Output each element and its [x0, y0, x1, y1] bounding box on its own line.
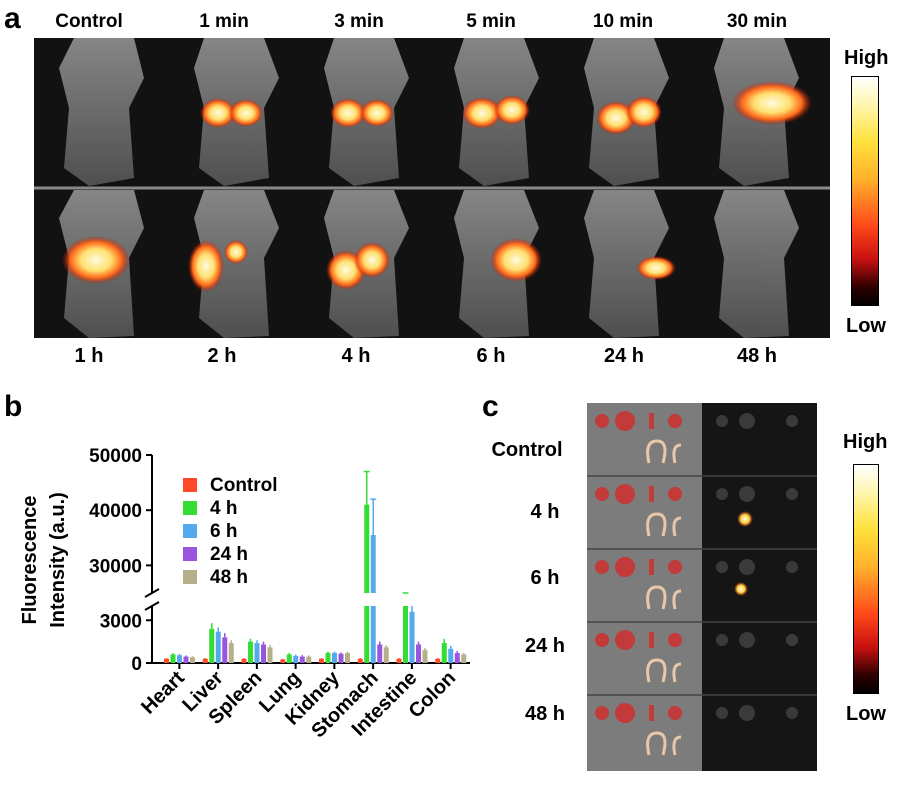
legend-label-6h: 6 h — [210, 521, 237, 542]
bar-liver-48h — [228, 643, 234, 663]
bar-lung-4h — [286, 654, 292, 663]
y-tick-label-lower-1: 3000 — [100, 611, 142, 632]
bar-kidney-control — [319, 658, 324, 663]
bar-lung-6h — [293, 655, 299, 663]
bar-colon-4h — [441, 643, 447, 663]
y-tick-label-upper-0: 30000 — [89, 556, 142, 577]
y-axis-label-line-1: Fluorescence — [19, 496, 41, 625]
bar-kidney-24h — [338, 653, 344, 663]
time-label-top-5: 10 min — [592, 11, 654, 32]
bar-lung-24h — [299, 656, 305, 663]
y-tick-label-upper-1: 40000 — [89, 501, 142, 522]
time-label-bottom-5: 24 h — [603, 345, 645, 367]
bar-intestine-48h — [422, 650, 428, 663]
bar-heart-4h — [170, 654, 176, 663]
ex-vivo-organ-images — [587, 403, 817, 771]
bar-intestine-24h — [416, 644, 421, 663]
bar-stomach-control — [357, 658, 363, 663]
panel-a-letter: a — [4, 2, 21, 35]
legend-swatch-control — [183, 478, 197, 492]
bar-heart-6h — [177, 655, 182, 663]
time-label-bottom-4: 6 h — [476, 345, 506, 367]
organ-row-label-5: 48 h — [524, 703, 566, 725]
time-label-top-1: Control — [55, 11, 123, 32]
legend-label-48h: 48 h — [210, 567, 248, 588]
bar-lung-control — [280, 659, 286, 663]
bar-lower-intestine-4h — [403, 606, 408, 663]
colorbar-c — [853, 464, 879, 694]
legend-swatch-48h — [183, 570, 197, 584]
bar-lung-48h — [306, 656, 312, 663]
bar-heart-24h — [183, 656, 189, 663]
bar-spleen-4h — [248, 641, 253, 663]
legend-swatch-6h — [183, 524, 197, 538]
colorbar-c-high-label: High — [843, 431, 888, 453]
x-tick-label-heart: Heart — [137, 667, 189, 719]
bar-kidney-6h — [332, 653, 337, 663]
legend-label-4h: 4 h — [210, 498, 237, 519]
bar-kidney-48h — [345, 653, 350, 663]
legend-swatch-4h — [183, 501, 197, 515]
bar-liver-4h — [209, 628, 215, 663]
axis-break-mark-upper — [144, 588, 160, 598]
bar-liver-24h — [222, 637, 228, 663]
legend-label-control: Control — [210, 475, 278, 496]
time-label-bottom-1: 1 h — [74, 345, 104, 367]
bar-spleen-6h — [254, 643, 260, 663]
bar-stomach-48h — [383, 647, 389, 663]
time-label-top-6: 30 min — [726, 11, 788, 32]
organ-row-label-4: 24 h — [524, 635, 566, 657]
colorbar-a-low-label: Low — [846, 315, 886, 337]
time-label-top-2: 1 min — [199, 11, 249, 32]
bar-spleen-24h — [261, 644, 266, 663]
colorbar-a — [851, 76, 879, 306]
colorbar-a-high-label: High — [844, 47, 889, 69]
bar-lower-stomach-4h — [364, 606, 370, 663]
bar-stomach-24h — [377, 644, 383, 663]
time-label-top-4: 5 min — [466, 11, 516, 32]
mouse-imaging-grid — [34, 38, 830, 338]
legend-label-24h: 24 h — [210, 544, 248, 565]
time-label-bottom-6: 48 h — [736, 345, 778, 367]
bar-heart-48h — [190, 657, 195, 663]
time-label-bottom-3: 4 h — [341, 345, 371, 367]
bar-colon-6h — [448, 648, 454, 663]
organ-row-label-1: Control — [491, 439, 563, 461]
bar-heart-control — [164, 658, 169, 663]
bar-intestine-control — [396, 658, 402, 663]
organ-fluorescence-chart: Fluorescence Intensity (a.u.) 300004000050… — [19, 446, 470, 742]
panel-b-letter: b — [4, 390, 23, 423]
y-tick-label-lower-0: 0 — [131, 654, 142, 675]
time-label-bottom-2: 2 h — [207, 345, 237, 367]
bar-lower-stomach-6h — [370, 606, 376, 663]
y-tick-label-upper-2: 50000 — [89, 446, 142, 467]
time-label-top-3: 3 min — [334, 11, 384, 32]
bar-spleen-48h — [267, 647, 273, 663]
y-axis-label-line-2: Intensity (a.u.) — [47, 492, 69, 628]
bar-kidney-4h — [325, 653, 331, 663]
organ-row-label-3: 6 h — [530, 567, 560, 589]
bar-colon-24h — [454, 653, 460, 663]
bar-intestine-6h — [409, 611, 415, 663]
axis-break-mark-lower — [144, 601, 160, 611]
panel-c-letter: c — [482, 390, 499, 423]
bar-colon-48h — [461, 654, 467, 663]
bar-spleen-control — [241, 658, 247, 663]
organ-row-label-2: 4 h — [530, 501, 560, 523]
bar-liver-control — [202, 658, 208, 663]
bar-upper-stomach-4h — [364, 504, 370, 593]
bar-colon-control — [435, 658, 441, 663]
bar-liver-6h — [215, 631, 221, 663]
colorbar-c-low-label: Low — [846, 703, 886, 725]
legend-swatch-24h — [183, 547, 197, 561]
